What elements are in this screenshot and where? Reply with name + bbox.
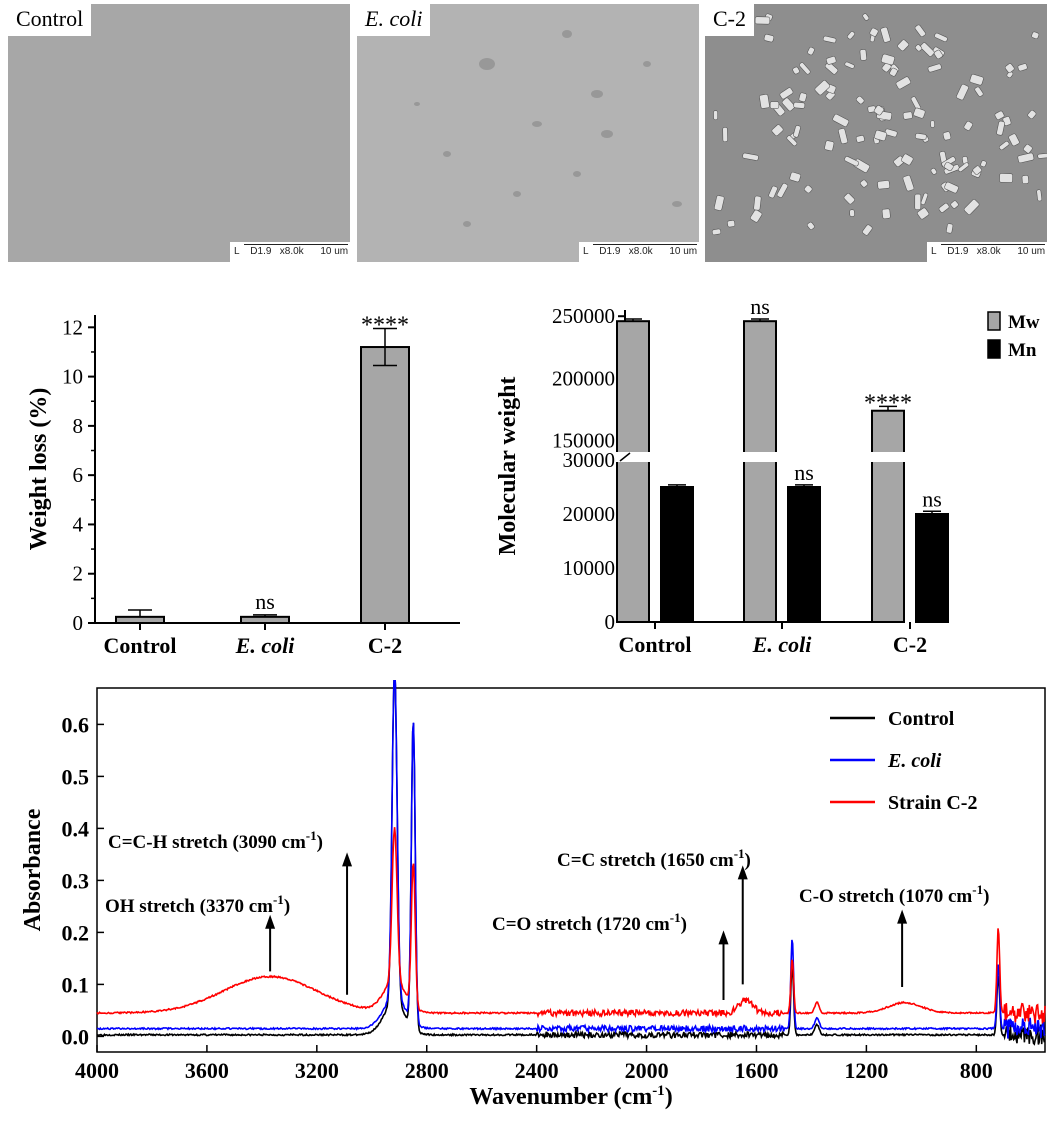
sem-texture-ecoli [414,30,682,227]
significance-label: **** [864,390,912,416]
plot-frame [96,687,1046,1053]
bar-mw [871,409,905,623]
y-tick-label: 4 [73,512,84,536]
sem-panel-control: Control L D1.9 x8.0k 10 um [8,4,350,262]
bar-mw [743,320,777,623]
x-axis-label: Wavenumber (cm-1) [469,1083,672,1110]
annotation-arrowhead [265,914,276,929]
sem-label-control: Control [8,4,92,36]
ftir-spectra-chart: 0.0 0.1 0.2 0.3 0.4 0.5 0.6 4000 3600 3200 2800 240… [20,680,1046,1110]
sem-scale-bar-ecoli: L D1.9 x8.0k 10 um [579,242,699,262]
y-tick-label: 6 [73,463,84,487]
legend-label-mn: Mn [1008,340,1037,361]
sem-scale-text: L D1.9 x8.0k 10 um [234,246,349,257]
bar [240,615,290,624]
x-tick-label: 2400 [515,1058,559,1083]
x-tick-label: 2000 [625,1058,669,1083]
sem-panel-c2: C-2 L D1.9 x8.0k 10 um [705,4,1047,262]
sem-label-ecoli: E. coli [357,4,431,36]
annotation-arrowhead [718,930,729,945]
y-tick-label: 10000 [563,556,616,580]
axis-break-mark [619,452,631,462]
y-tick-label: 200000 [552,366,615,390]
weight-loss-chart: 0 2 4 6 8 10 12 Weight loss (%) Control ns E. coli… [26,313,460,658]
spectrum-line-control [96,680,1046,1046]
y-tick-label: 150000 [552,429,615,453]
bar-mn [660,486,694,623]
sem-scale-line [244,244,348,245]
sem-scale-line [593,244,697,245]
x-tick-label: Control [619,632,692,657]
annotation-arrowhead [342,852,353,867]
legend-label: Strain C-2 [888,792,977,814]
significance-label: **** [361,313,409,339]
y-tick-label: 0.6 [62,712,90,737]
x-tick-label: 1200 [844,1058,888,1083]
bar [360,346,410,624]
y-tick-label: 0 [73,611,84,635]
sem-scale-line [941,244,1045,245]
x-tick-label: E. coli [235,633,296,658]
x-tick-label: 4000 [75,1058,119,1083]
y-tick-label: 0.1 [62,972,90,997]
bar-mn [787,486,821,623]
legend-label: Control [888,708,955,730]
x-tick-label: Control [104,633,177,658]
legend-swatch-mw [987,311,1001,331]
x-tick-label: E. coli [752,632,813,657]
significance-label: ns [794,460,814,485]
legend-label: E. coli [887,750,942,772]
bar-mn [915,513,949,623]
legend-swatch-mn [987,339,1001,359]
y-tick-label: 12 [62,315,83,339]
y-axis-label: Weight loss (%) [26,388,52,551]
sem-scale-text: L D1.9 x8.0k 10 um [583,246,698,257]
y-tick-label: 0.0 [62,1024,90,1049]
y-tick-label: 2 [73,562,84,586]
annotation-label: C=C-H stretch (3090 cm-1) [108,828,323,853]
legend-label-mw: Mw [1008,312,1040,333]
x-tick-label: 3200 [295,1058,339,1083]
spectrum-line-e-coli [96,680,1046,1039]
sem-texture-c2 [711,13,1047,236]
sem-scale-text: L D1.9 x8.0k 10 um [931,246,1046,257]
annotation-arrowhead [897,909,908,924]
y-axis-label: Molecular weight [495,377,521,556]
x-tick-label: C-2 [368,633,402,658]
y-tick-label: 0.5 [62,764,90,789]
annotation-label: OH stretch (3370 cm-1) [105,892,290,917]
significance-label: ns [922,486,942,511]
annotation-label: C=C stretch (1650 cm-1) [557,846,751,871]
y-tick-label: 30000 [563,448,616,472]
significance-label: ns [255,589,275,614]
y-tick-label: 250000 [552,304,615,328]
x-tick-label: 800 [960,1058,993,1083]
significance-label: ns [750,294,770,319]
annotation-label: C=O stretch (1720 cm-1) [492,910,687,935]
sem-panel-ecoli: E. coli L D1.9 x8.0k 10 um [357,4,699,262]
y-tick-label: 0.2 [62,920,90,945]
y-tick-label: 0 [605,610,616,634]
y-axis-label: Absorbance [20,808,46,931]
x-tick-label: 2800 [405,1058,449,1083]
sem-scale-bar-control: L D1.9 x8.0k 10 um [230,242,350,262]
bar-mw [616,320,650,623]
x-tick-label: 1600 [734,1058,778,1083]
sem-label-c2: C-2 [705,4,754,36]
sem-scale-bar-c2: L D1.9 x8.0k 10 um [927,242,1047,262]
annotation-arrowhead [737,865,748,880]
bar [115,615,165,624]
y-tick-label: 0.4 [62,816,90,841]
y-tick-label: 10 [62,365,83,389]
spectrum-line-strain-c-2 [96,827,1046,1024]
axis-break-gap [615,452,905,462]
y-tick-label: 20000 [563,502,616,526]
y-tick-label: 0.3 [62,868,90,893]
annotation-label: C-O stretch (1070 cm-1) [799,882,989,907]
y-tick-label: 8 [73,414,84,438]
x-tick-label: C-2 [893,632,927,657]
x-tick-label: 3600 [185,1058,229,1083]
